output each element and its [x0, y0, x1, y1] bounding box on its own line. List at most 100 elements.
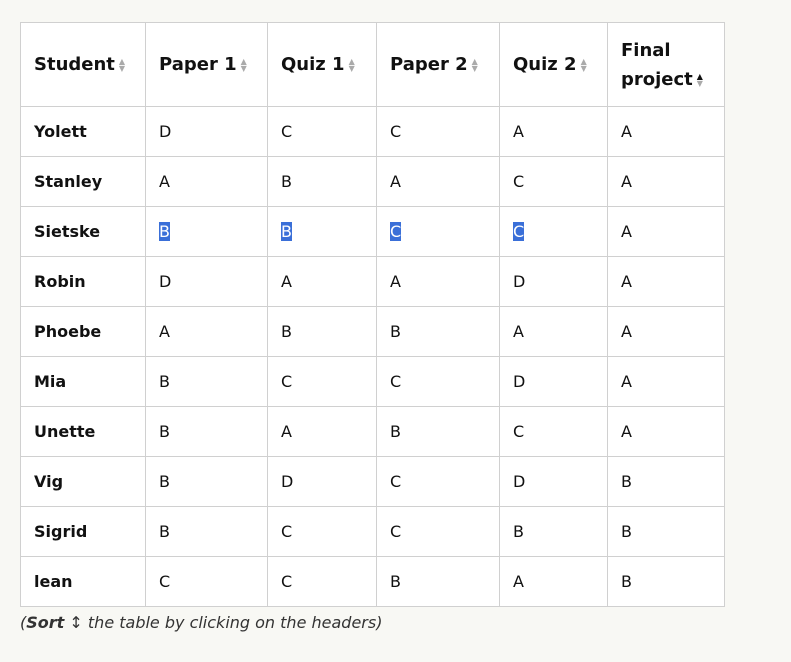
- grade-cell: D: [499, 356, 608, 407]
- cell-text: B: [390, 572, 401, 591]
- cell-text: lean: [34, 572, 73, 591]
- grade-cell: A: [499, 306, 608, 357]
- sort-icon[interactable]: ▲ ▼: [471, 57, 478, 73]
- sort-hint: (Sort ↕ the table by clicking on the hea…: [20, 613, 382, 632]
- header-label: Paper 1: [159, 54, 237, 75]
- cell-text: D: [159, 122, 172, 141]
- cell-text: A: [159, 172, 170, 191]
- grade-cell: C: [267, 556, 377, 607]
- sort-icon[interactable]: ▲ ▼: [118, 57, 126, 73]
- cell-text: C: [281, 372, 293, 391]
- grade-cell: A: [607, 306, 725, 357]
- cell-text: C: [281, 522, 293, 541]
- grade-cell: A: [145, 156, 268, 207]
- student-name: Yolett: [20, 106, 146, 157]
- grade-cell: D: [145, 256, 268, 307]
- header-label: Quiz 2: [513, 54, 577, 75]
- student-name: Vig: [20, 456, 146, 507]
- table-row: lean C C B A B: [20, 556, 725, 607]
- table-row: Sietske B B C C A: [20, 206, 725, 257]
- cell-text: B: [159, 422, 170, 441]
- header-label: Final project: [621, 39, 693, 90]
- student-name: lean: [20, 556, 146, 607]
- sort-icon[interactable]: ▲ ▼: [696, 71, 703, 88]
- cell-text: C: [513, 172, 525, 191]
- grade-cell: A: [145, 306, 268, 357]
- grade-cell: C: [267, 506, 377, 557]
- grade-cell: A: [499, 106, 608, 157]
- grade-cell: C: [376, 356, 500, 407]
- grade-cell: C: [376, 506, 500, 557]
- grade-cell: D: [267, 456, 377, 507]
- table-row: Mia B C C D A: [20, 356, 725, 407]
- header-label: Paper 2: [390, 54, 468, 75]
- grade-cell: A: [607, 256, 725, 307]
- grade-cell: A: [607, 156, 725, 207]
- cell-text: Mia: [34, 372, 67, 391]
- cell-text: Stanley: [34, 172, 103, 191]
- grade-cell: C: [499, 406, 608, 457]
- cell-text: A: [621, 122, 632, 141]
- cell-text: A: [390, 172, 401, 191]
- cell-text: A: [281, 422, 292, 441]
- cell-text: D: [513, 372, 526, 391]
- cell-text: A: [621, 372, 632, 391]
- cell-text: C: [281, 122, 293, 141]
- cell-text: C: [390, 472, 402, 491]
- cell-text: C: [513, 422, 525, 441]
- sort-icon[interactable]: ▲ ▼: [580, 57, 587, 73]
- cell-text: Phoebe: [34, 322, 102, 341]
- grade-cell: B: [145, 506, 268, 557]
- student-name: Stanley: [20, 156, 146, 207]
- grades-table: Student ▲ ▼ Paper 1 ▲ ▼ Quiz 1 ▲ ▼ Paper 2 ▲ ▼ Quiz …: [20, 22, 725, 607]
- grade-cell: D: [499, 256, 608, 307]
- column-header-paper-2[interactable]: Paper 2 ▲ ▼: [376, 22, 500, 107]
- cell-text: B: [390, 322, 401, 341]
- cell-text: Robin: [34, 272, 86, 291]
- grade-cell: B: [607, 556, 725, 607]
- cell-text: B: [281, 222, 292, 241]
- grade-cell: B: [145, 356, 268, 407]
- cell-text: A: [281, 272, 292, 291]
- grade-cell: A: [267, 406, 377, 457]
- cell-text: A: [621, 172, 632, 191]
- cell-text: D: [513, 272, 526, 291]
- grade-cell: A: [499, 556, 608, 607]
- cell-text: B: [621, 472, 632, 491]
- cell-text: C: [390, 222, 402, 241]
- cell-text: Sigrid: [34, 522, 88, 541]
- hint-bold: Sort: [26, 613, 65, 632]
- student-name: Sietske: [20, 206, 146, 257]
- grade-cell: A: [607, 406, 725, 457]
- cell-text: D: [281, 472, 294, 491]
- cell-text: C: [390, 372, 402, 391]
- grade-cell: B: [145, 456, 268, 507]
- sort-icon[interactable]: ▲ ▼: [240, 57, 247, 73]
- grade-cell: C: [267, 356, 377, 407]
- grade-cell: C: [145, 556, 268, 607]
- column-header-final-project[interactable]: Final project ▲ ▼: [607, 22, 725, 107]
- grade-cell: C: [499, 156, 608, 207]
- cell-text: C: [159, 572, 171, 591]
- grade-cell: C: [376, 106, 500, 157]
- grade-cell: A: [607, 356, 725, 407]
- column-header-student[interactable]: Student ▲ ▼: [20, 22, 146, 107]
- cell-text: C: [513, 222, 525, 241]
- grade-cell: B: [145, 206, 268, 257]
- table-row: Phoebe A B B A A: [20, 306, 725, 357]
- cell-text: B: [159, 522, 170, 541]
- grade-cell: B: [267, 156, 377, 207]
- cell-text: C: [390, 522, 402, 541]
- header-row: Student ▲ ▼ Paper 1 ▲ ▼ Quiz 1 ▲ ▼ Paper 2 ▲ ▼ Quiz …: [20, 22, 725, 107]
- column-header-quiz-2[interactable]: Quiz 2 ▲ ▼: [499, 22, 608, 107]
- grade-cell: B: [376, 406, 500, 457]
- hint-text: the table by clicking on the headers): [82, 613, 383, 632]
- grade-cell: C: [376, 456, 500, 507]
- grade-cell: D: [145, 106, 268, 157]
- sort-icon[interactable]: ▲ ▼: [348, 57, 355, 73]
- cell-text: B: [159, 372, 170, 391]
- table-row: Sigrid B C C B B: [20, 506, 725, 557]
- column-header-quiz-1[interactable]: Quiz 1 ▲ ▼: [267, 22, 377, 107]
- column-header-paper-1[interactable]: Paper 1 ▲ ▼: [145, 22, 268, 107]
- cell-text: A: [513, 322, 524, 341]
